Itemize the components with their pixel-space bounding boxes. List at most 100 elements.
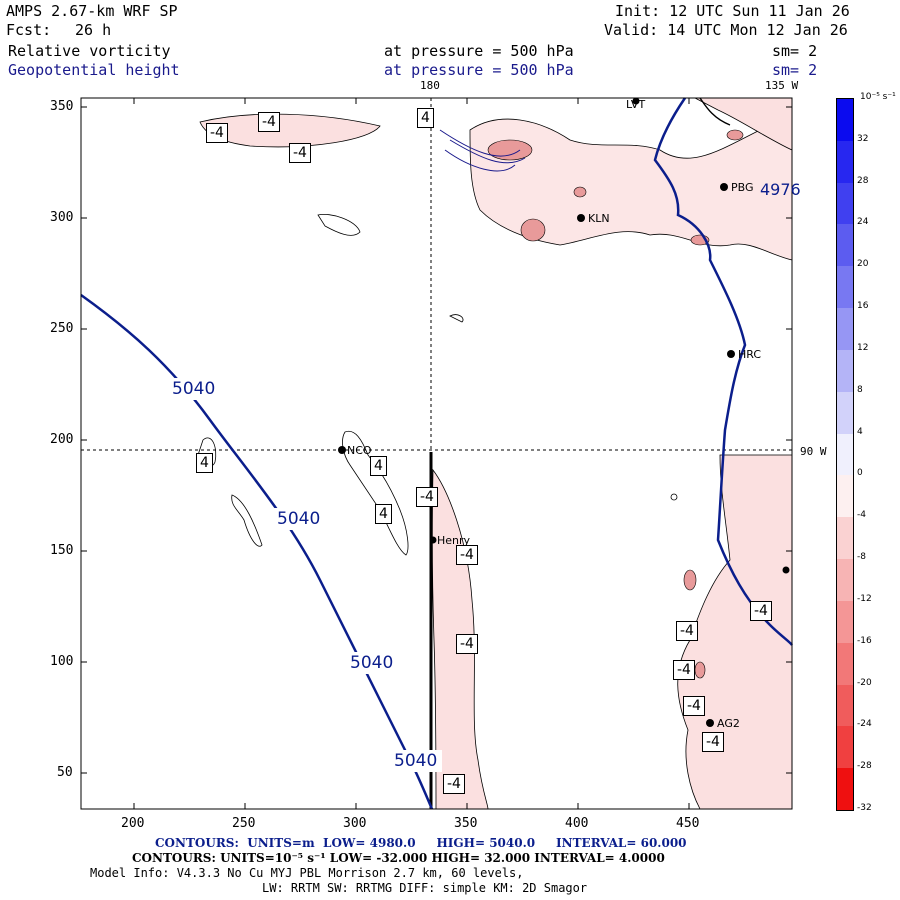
station-dot-henry xyxy=(429,536,437,544)
colorbar-label: -24 xyxy=(857,719,872,730)
vort-label-c: -4 xyxy=(289,143,311,163)
colorbar-segment xyxy=(837,308,853,351)
vort-label-l: -4 xyxy=(750,601,772,621)
station-dot-lvt xyxy=(632,97,640,105)
footer-physics-info: LW: RRTM SW: RRTMG DIFF: simple KM: 2D S… xyxy=(262,881,588,895)
valid-time: Valid: 14 UTC Mon 12 Jan 26 xyxy=(604,21,848,39)
vort-blob-5 xyxy=(683,569,697,591)
vort-label-d: 4 xyxy=(417,108,434,128)
plot-frame xyxy=(80,97,793,810)
colorbar-segment xyxy=(837,726,853,769)
vort-label-n: -4 xyxy=(673,660,695,680)
station-dot-hrc xyxy=(727,350,735,358)
y-tick-300: 300 xyxy=(50,210,74,225)
vort-blob-6 xyxy=(694,661,706,679)
x-tick-300: 300 xyxy=(343,816,367,831)
x-axis-ticks xyxy=(133,98,690,809)
station-dot-pbg xyxy=(720,183,728,191)
height-label-backgrounds xyxy=(168,378,442,772)
strong-vorticity-blobs xyxy=(487,129,744,679)
y-tick-250: 250 xyxy=(50,321,74,336)
colorbar-label: 0 xyxy=(857,468,863,479)
footer-height-contours: CONTOURS: UNITS=m LOW= 4980.0 HIGH= 5040… xyxy=(155,836,687,850)
colorbar-label: -32 xyxy=(857,803,872,813)
vort-blob-2 xyxy=(520,218,546,242)
colorbar xyxy=(836,98,854,811)
longitude-135w-label: 135 W xyxy=(765,79,799,92)
contour-blob-upper xyxy=(317,213,361,236)
footer-height-label: CONTOURS: xyxy=(155,836,239,850)
negative-vorticity-fill xyxy=(199,97,793,810)
positive-vorticity-contours xyxy=(439,129,526,172)
vort-label-b: -4 xyxy=(258,112,280,132)
footer-height-units: UNITS=m xyxy=(247,836,315,850)
colorbar-segment xyxy=(837,433,853,476)
field1-level: at pressure = 500 hPa xyxy=(384,42,574,60)
colorbar-label: 12 xyxy=(857,342,869,353)
y-axis-ticks xyxy=(81,106,792,774)
colorbar-segment xyxy=(837,224,853,267)
forecast-label: Fcst: xyxy=(6,21,52,39)
forecast-hour: 26 h xyxy=(75,21,112,39)
field2-name: Geopotential height xyxy=(8,61,180,79)
station-label-henry: Henry xyxy=(437,534,471,547)
vort-label-g: 4 xyxy=(375,504,392,524)
vort-label-k: -4 xyxy=(443,774,465,794)
station-dot-ag2 xyxy=(706,719,714,727)
vort-label-e: 4 xyxy=(196,453,213,473)
y-tick-50: 50 xyxy=(57,765,73,780)
colorbar-label: -16 xyxy=(857,635,872,646)
station-dot-east xyxy=(782,566,790,574)
station-dots xyxy=(338,97,790,727)
x-tick-400: 400 xyxy=(565,816,589,831)
vort-blob-3 xyxy=(573,186,587,198)
station-label-kln: KLN xyxy=(588,212,610,225)
colorbar-units: 10⁻⁵ s⁻¹ xyxy=(860,92,896,102)
x-tick-350: 350 xyxy=(454,816,478,831)
y-tick-150: 150 xyxy=(50,543,74,558)
longitude-180-label: 180 xyxy=(420,79,440,92)
y-tick-200: 200 xyxy=(50,432,74,447)
colorbar-segment xyxy=(837,559,853,602)
contour-blob-mid xyxy=(449,314,464,323)
colorbar-label: -12 xyxy=(857,593,872,604)
station-dot-kln xyxy=(577,214,585,222)
vort-label-i: -4 xyxy=(456,545,478,565)
contour-blob-left2 xyxy=(231,494,263,547)
colorbar-segment xyxy=(837,517,853,560)
longitude-90w-label: 90 W xyxy=(800,445,827,458)
vort-label-a: -4 xyxy=(206,123,228,143)
low-height-label: 4976 xyxy=(760,180,801,199)
x-tick-450: 450 xyxy=(676,816,700,831)
footer-height-low: LOW= 4980.0 xyxy=(323,836,416,850)
colorbar-segment xyxy=(837,684,853,727)
vort-label-o: -4 xyxy=(683,696,705,716)
station-label-ag2: AG2 xyxy=(717,717,740,730)
y-tick-100: 100 xyxy=(50,654,74,669)
colorbar-label: -4 xyxy=(857,510,866,521)
contour-blob-nco xyxy=(342,430,409,556)
colorbar-label: 24 xyxy=(857,217,869,228)
footer-model-info: Model Info: V4.3.3 No Cu MYJ PBL Morriso… xyxy=(90,866,524,880)
colorbar-label: 20 xyxy=(857,259,869,270)
colorbar-label: 32 xyxy=(857,133,869,144)
vort-region-northeast xyxy=(469,109,793,261)
colorbar-label: 8 xyxy=(857,384,863,395)
colorbar-label: 28 xyxy=(857,175,869,186)
y-tick-350: 350 xyxy=(50,99,74,114)
model-title: AMPS 2.67-km WRF SP xyxy=(6,2,178,20)
footer-height-interval: INTERVAL= 60.000 xyxy=(556,836,687,850)
vort-label-p: -4 xyxy=(702,732,724,752)
vort-blob-7 xyxy=(726,129,744,141)
colorbar-segment xyxy=(837,391,853,435)
x-tick-200: 200 xyxy=(121,816,145,831)
field1-smoothing: sm= 2 xyxy=(772,42,818,60)
x-tick-250: 250 xyxy=(232,816,256,831)
vort-label-f: 4 xyxy=(370,456,387,476)
vort-blob-1 xyxy=(487,139,533,161)
field1-name: Relative vorticity xyxy=(8,42,171,60)
vort-label-h: -4 xyxy=(416,487,438,507)
height-label-2: 5040 xyxy=(277,509,321,529)
vort-label-m: -4 xyxy=(676,621,698,641)
